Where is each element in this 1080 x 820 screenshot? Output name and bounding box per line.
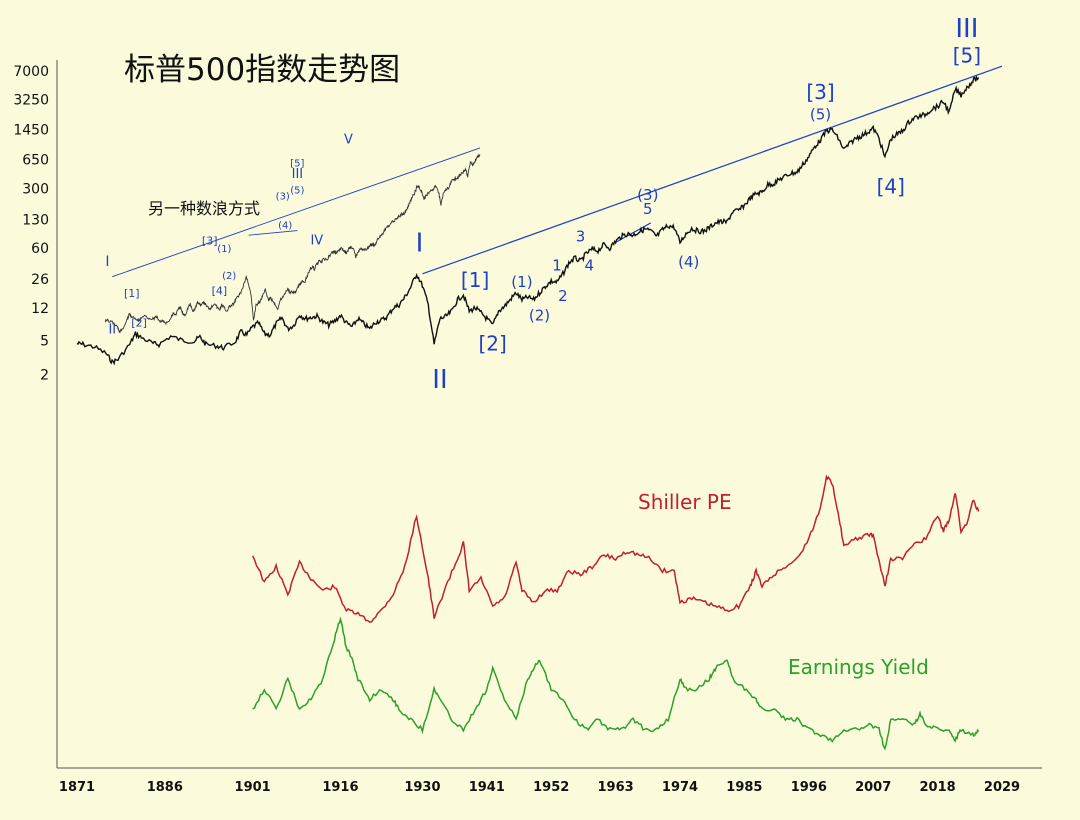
inset-wave-label: [5] bbox=[290, 158, 304, 169]
wave-label: 3 bbox=[576, 227, 586, 245]
shiller-pe-line bbox=[251, 474, 980, 624]
inset-wave-label: (3) bbox=[276, 191, 290, 202]
earnings-yield-line bbox=[252, 616, 980, 751]
wave-label: 2 bbox=[558, 287, 568, 305]
y-tick-labels: 7000 3250 1450 650 300 130 60 26 12 5 2 bbox=[13, 64, 49, 383]
y-tick-label: 5 bbox=[40, 333, 49, 349]
wave-label: (1) bbox=[511, 273, 532, 291]
trend-line bbox=[422, 65, 1003, 275]
wave-label: [4] bbox=[877, 175, 905, 199]
inset-wave-label: V bbox=[344, 132, 353, 147]
y-tick-label: 7000 bbox=[13, 64, 49, 80]
wave-label: (2) bbox=[529, 307, 550, 325]
wave-label: II bbox=[432, 365, 447, 395]
wave-label: [5] bbox=[953, 44, 981, 68]
wave-label: 4 bbox=[584, 256, 594, 274]
inset-wave-label: (1) bbox=[217, 244, 231, 255]
inset-wave-label: [4] bbox=[212, 284, 228, 297]
x-tick-label: 1985 bbox=[726, 780, 762, 795]
y-tick-label: 130 bbox=[22, 212, 49, 228]
wave-label: (5) bbox=[810, 106, 831, 124]
earnings-yield-label: Earnings Yield bbox=[788, 655, 929, 679]
inset-wave-label: IV bbox=[310, 234, 323, 249]
x-tick-label: 1963 bbox=[598, 780, 634, 795]
wave-label: [2] bbox=[478, 332, 506, 356]
inset-wave-label: [3] bbox=[202, 235, 218, 248]
y-tick-label: 1450 bbox=[13, 123, 49, 139]
x-tick-label: 1901 bbox=[235, 780, 271, 795]
y-tick-label: 12 bbox=[31, 301, 49, 317]
x-tick-label: 2007 bbox=[855, 780, 891, 795]
y-tick-label: 3250 bbox=[13, 93, 49, 109]
wave-label: I bbox=[416, 228, 424, 258]
wave-labels: III[1][2](1)(2)1234(3)5(4)[3](5)[4]III[5… bbox=[416, 14, 981, 395]
wave-label: [1] bbox=[461, 268, 489, 292]
x-tick-label: 1941 bbox=[469, 780, 505, 795]
wave-label: 1 bbox=[552, 256, 562, 274]
wave-label: [3] bbox=[806, 80, 834, 104]
inset-wave-label: II bbox=[108, 322, 116, 337]
inset-channel-line bbox=[248, 230, 298, 236]
inset-wave-label: I bbox=[105, 254, 109, 270]
y-tick-label: 300 bbox=[22, 181, 49, 197]
chart-title: 标普500指数走势图 bbox=[124, 52, 400, 88]
inset-wave-label: [1] bbox=[124, 287, 140, 300]
inset-wave-label: (2) bbox=[222, 271, 236, 282]
x-tick-label: 2029 bbox=[984, 780, 1020, 795]
inset-wave-label: (5) bbox=[290, 186, 304, 197]
inset-label: 另一种数浪方式 bbox=[148, 199, 260, 218]
wave-label: III bbox=[955, 14, 978, 44]
wave-label: (4) bbox=[678, 253, 699, 271]
x-tick-label: 1952 bbox=[533, 780, 569, 795]
x-tick-label: 1930 bbox=[404, 780, 440, 795]
inset-wave-label: [2] bbox=[131, 316, 147, 329]
y-tick-label: 60 bbox=[31, 241, 49, 257]
inset-trend-line bbox=[112, 147, 481, 278]
x-tick-label: 1974 bbox=[662, 780, 698, 795]
x-tick-label: 1886 bbox=[147, 780, 183, 795]
series-lines bbox=[76, 65, 1003, 751]
y-tick-label: 650 bbox=[22, 153, 49, 169]
x-tick-label: 2018 bbox=[920, 780, 956, 795]
x-tick-label: 1916 bbox=[322, 780, 358, 795]
y-tick-label: 26 bbox=[31, 272, 49, 288]
inset-wave-label: III bbox=[292, 167, 304, 182]
wave-label: 5 bbox=[643, 200, 653, 218]
y-tick-label: 2 bbox=[40, 368, 49, 384]
inset-price-line bbox=[104, 153, 481, 334]
wave-label: (3) bbox=[637, 186, 658, 204]
inset-wave-label: (4) bbox=[278, 221, 292, 232]
x-tick-labels: 1871 1886 1901 1916 1930 1941 1952 1963 1974 1985… bbox=[59, 780, 1020, 795]
shiller-pe-label: Shiller PE bbox=[638, 490, 732, 514]
x-tick-label: 1871 bbox=[59, 780, 95, 795]
sp500-line bbox=[76, 75, 980, 366]
x-tick-label: 1996 bbox=[791, 780, 827, 795]
